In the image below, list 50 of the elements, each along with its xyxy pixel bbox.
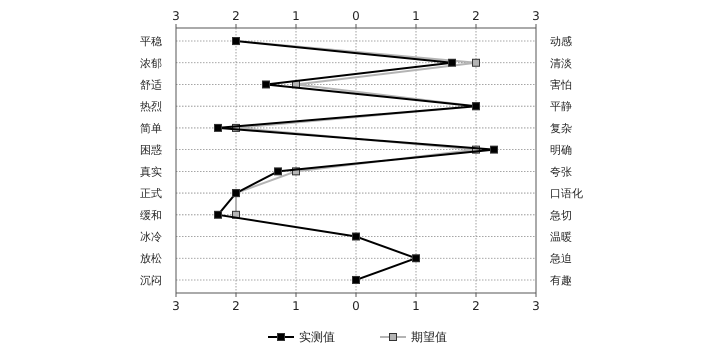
point xyxy=(214,124,222,132)
y-tick-label: 正式 xyxy=(140,187,162,200)
y2-tick-label: 口语化 xyxy=(550,187,583,200)
point xyxy=(262,80,270,88)
legend-label: 期望值 xyxy=(411,330,447,344)
y-tick-label: 冰冷 xyxy=(140,230,162,244)
y-tick-label: 沉闷 xyxy=(140,274,162,287)
y2-tick-label: 平静 xyxy=(550,100,572,114)
x2-tick-label: 3 xyxy=(532,299,540,313)
x2-tick-label: 1 xyxy=(412,299,420,313)
point xyxy=(352,232,360,241)
y2-tick-label: 夸张 xyxy=(550,165,572,178)
point xyxy=(214,210,222,219)
y2-tick-label: 温暖 xyxy=(550,230,572,244)
y2-tick-label: 明确 xyxy=(550,144,572,157)
point xyxy=(412,254,420,262)
x2-tick-label: 2 xyxy=(472,299,480,313)
point xyxy=(472,58,480,67)
y2-tick-label: 急迫 xyxy=(549,252,572,266)
x-tick-label: 2 xyxy=(472,9,480,23)
y-tick-label: 平稳 xyxy=(140,35,162,48)
x2-tick-label: 2 xyxy=(232,299,240,313)
y2-tick-label: 清淡 xyxy=(550,56,572,70)
y2-tick-label: 复杂 xyxy=(550,122,572,135)
point xyxy=(448,58,456,67)
x2-tick-label: 3 xyxy=(172,299,180,313)
point xyxy=(274,167,282,176)
y-tick-label: 简单 xyxy=(140,122,162,135)
y-tick-label: 真实 xyxy=(140,165,162,178)
y-tick-label: 舒适 xyxy=(140,78,162,92)
y2-tick-label: 急切 xyxy=(549,208,572,222)
y2-tick-label: 动感 xyxy=(550,35,572,48)
point xyxy=(352,276,360,284)
legend-label: 实测值 xyxy=(299,330,335,344)
x-tick-label: 3 xyxy=(172,9,180,23)
x-tick-label: 3 xyxy=(532,9,540,23)
y-tick-label: 放松 xyxy=(140,252,162,266)
x-tick-label: 1 xyxy=(292,9,300,23)
y2-tick-label: 害怕 xyxy=(550,78,572,92)
y-tick-label: 热烈 xyxy=(140,100,162,114)
x2-tick-label: 1 xyxy=(292,299,300,313)
x-tick-label: 0 xyxy=(352,9,360,23)
point xyxy=(490,146,498,154)
x-tick-label: 2 xyxy=(232,9,240,23)
x-tick-label: 1 xyxy=(412,9,420,23)
x2-tick-label: 0 xyxy=(352,299,360,313)
y-tick-label: 浓郁 xyxy=(140,56,162,70)
y-tick-label: 困惑 xyxy=(140,144,162,157)
y-tick-label: 缓和 xyxy=(140,208,162,222)
y2-tick-label: 有趣 xyxy=(550,274,572,287)
